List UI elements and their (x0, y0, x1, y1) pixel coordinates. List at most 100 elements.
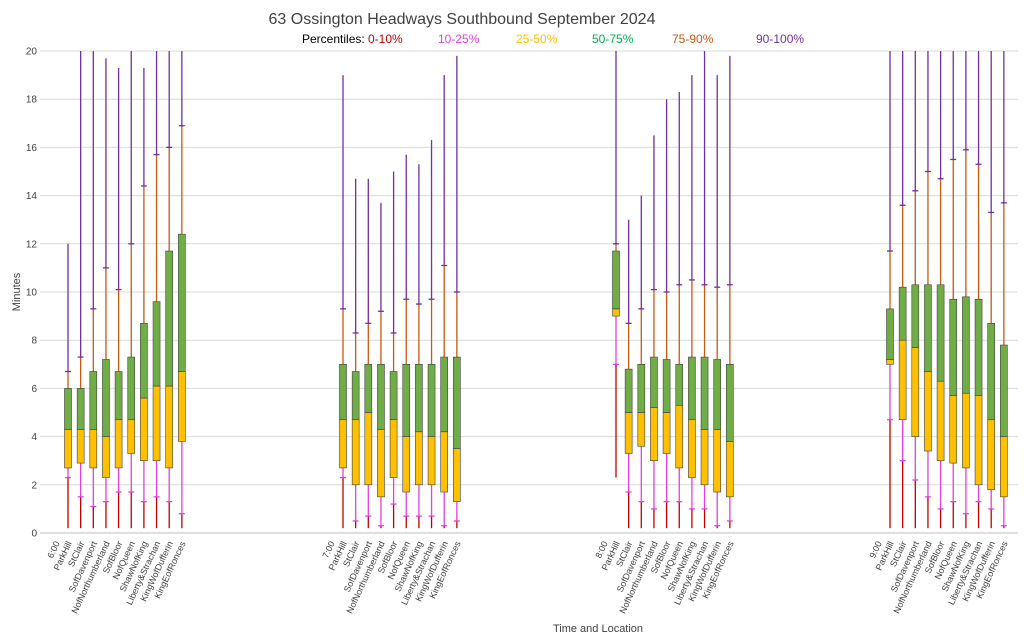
box-50-75 (624, 368, 633, 413)
box-9:00-StClair (898, 51, 907, 529)
box-6:00-ParkHill (64, 243, 72, 529)
box-50-75 (936, 284, 945, 382)
box-50-75 (377, 363, 385, 430)
box-25-50 (974, 395, 983, 486)
box-50-75 (886, 308, 894, 360)
box-50-75 (440, 356, 449, 433)
box-50-75 (89, 371, 98, 430)
box-7:00-NofQueen (402, 154, 411, 529)
box-25-50 (987, 419, 996, 490)
box-25-50 (637, 412, 646, 447)
box-50-75 (974, 298, 983, 396)
box-8:00-SofDavenport (637, 195, 646, 529)
box-50-75 (402, 363, 411, 437)
y-tick-label-12: 12 (26, 239, 38, 250)
box-50-75 (339, 363, 347, 421)
box-25-50 (949, 395, 958, 464)
box-50-75 (662, 359, 671, 413)
legend-entry-50-75%: 50-75% (592, 32, 634, 46)
box-50-75 (152, 301, 161, 387)
box-50-75 (127, 356, 136, 421)
box-25-50 (624, 412, 633, 454)
box-50-75 (114, 371, 123, 421)
box-25-50 (911, 347, 920, 437)
box-9:00-NofNorthumberland (924, 51, 932, 529)
box-9:00-SofDavenport (911, 51, 920, 529)
box-25-50 (612, 308, 620, 317)
y-axis-title: Minutes (11, 272, 23, 311)
box-50-75 (165, 250, 173, 387)
box-9:00-KingEofRonces (1000, 51, 1008, 529)
box-25-50 (114, 419, 123, 469)
legend-label: Percentiles: (302, 32, 365, 46)
box-50-75 (650, 356, 658, 408)
box-9:00-NofQueen (949, 51, 958, 529)
box-50-75 (688, 356, 696, 421)
legend-entry-90-100%: 90-100% (756, 32, 804, 46)
box-8:00-ShawNofKing (688, 75, 696, 529)
box-25-50 (453, 448, 461, 502)
box-50-75 (178, 233, 186, 372)
box-25-50 (662, 412, 671, 454)
box-6:00-NofNorthumberland (102, 58, 110, 529)
box-25-50 (402, 436, 411, 493)
box-6:00-Liberty&Strachan (152, 51, 161, 529)
box-6:00-SofBloor (114, 67, 123, 529)
box-50-75 (726, 363, 734, 442)
y-axis-ticks: 0 2 4 6 8 10 12 14 16 18 20 (26, 47, 38, 540)
box-8:00-NofQueen (675, 91, 684, 529)
box-50-75 (102, 359, 110, 437)
box-50-75 (364, 363, 373, 413)
box-25-50 (650, 407, 658, 461)
gridlines (40, 50, 1018, 486)
box-7:00-NofNorthumberland (377, 202, 385, 529)
box-9:00-ParkHill (886, 51, 894, 529)
y-tick-label-0: 0 (31, 529, 37, 540)
box-7:00-ParkHill (339, 75, 347, 529)
box-25-50 (440, 431, 449, 493)
box-50-75 (911, 284, 920, 348)
box-50-75 (76, 388, 85, 430)
box-25-50 (1000, 436, 1008, 498)
box-50-75 (1000, 344, 1008, 437)
box-9:00-Liberty&Strachan (974, 51, 983, 529)
box-25-50 (713, 429, 722, 493)
box-25-50 (339, 419, 347, 469)
box-6:00-SofDavenport (89, 51, 98, 529)
box-25-50 (351, 419, 360, 486)
y-tick-label-20: 20 (26, 47, 38, 58)
box-25-50 (377, 429, 385, 498)
box-25-50 (364, 412, 373, 486)
box-9:00-KingWofDufferin (987, 51, 996, 529)
box-50-75 (140, 323, 148, 399)
box-50-75 (351, 371, 360, 421)
box-6:00-KingEofRonces (178, 51, 186, 529)
box-8:00-KingEofRonces (726, 55, 734, 529)
box-9:00-SofBloor (936, 51, 945, 529)
box-25-50 (140, 397, 148, 462)
legend-entry-0-10%: 0-10% (368, 32, 403, 46)
box-8:00-SofBloor (662, 99, 671, 529)
box-6:00-KingWofDufferin (165, 51, 173, 529)
box-25-50 (936, 380, 945, 462)
box-6:00-StClair (76, 51, 85, 529)
box-25-50 (415, 431, 423, 486)
box-50-75 (700, 356, 709, 430)
box-50-75 (675, 363, 684, 406)
box-50-75 (612, 250, 620, 310)
box-8:00-KingWofDufferin (713, 75, 722, 529)
box-6:00-ShawNofKing (140, 67, 148, 529)
box-7:00-ShawNofKing (415, 164, 423, 529)
box-50-75 (637, 363, 646, 413)
box-50-75 (949, 298, 958, 396)
box-25-50 (76, 429, 85, 464)
box-6:00-NofQueen (127, 51, 136, 529)
box-50-75 (713, 359, 722, 430)
box-50-75 (389, 371, 398, 421)
y-tick-label-6: 6 (31, 384, 37, 395)
box-50-75 (64, 388, 72, 430)
box-8:00-Liberty&Strachan (700, 51, 709, 529)
box-25-50 (152, 385, 161, 461)
box-25-50 (64, 429, 72, 469)
